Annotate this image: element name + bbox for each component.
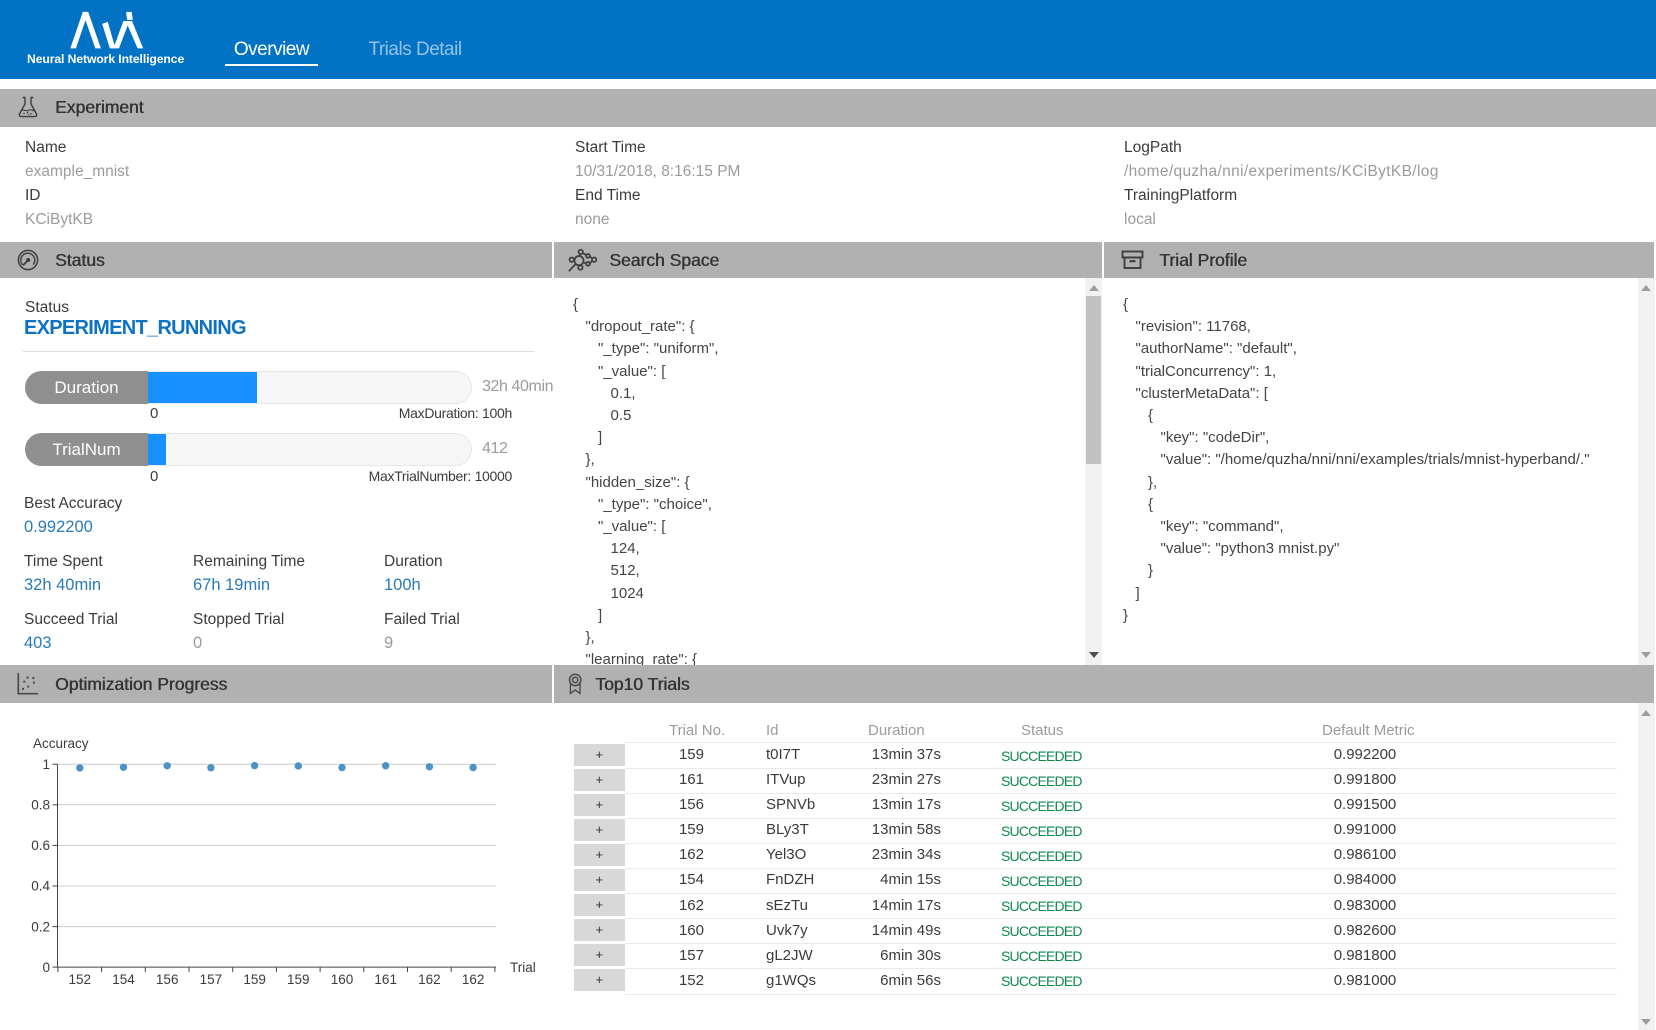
svg-text:0.4: 0.4	[31, 879, 50, 894]
svg-text:0.2: 0.2	[31, 919, 50, 934]
svg-text:156: 156	[156, 972, 179, 987]
svg-text:0.8: 0.8	[31, 798, 50, 813]
svg-text:161: 161	[374, 972, 397, 987]
svg-text:152: 152	[69, 972, 92, 987]
svg-text:0.6: 0.6	[31, 838, 50, 853]
svg-text:160: 160	[331, 972, 354, 987]
svg-text:154: 154	[112, 972, 135, 987]
svg-text:Accuracy: Accuracy	[33, 736, 89, 751]
svg-text:159: 159	[243, 972, 266, 987]
svg-text:157: 157	[200, 972, 223, 987]
svg-text:162: 162	[462, 972, 485, 987]
svg-text:Trial: Trial	[510, 960, 536, 975]
svg-text:162: 162	[418, 972, 441, 987]
svg-text:0: 0	[42, 960, 50, 975]
svg-text:1: 1	[42, 757, 50, 772]
svg-text:159: 159	[287, 972, 310, 987]
